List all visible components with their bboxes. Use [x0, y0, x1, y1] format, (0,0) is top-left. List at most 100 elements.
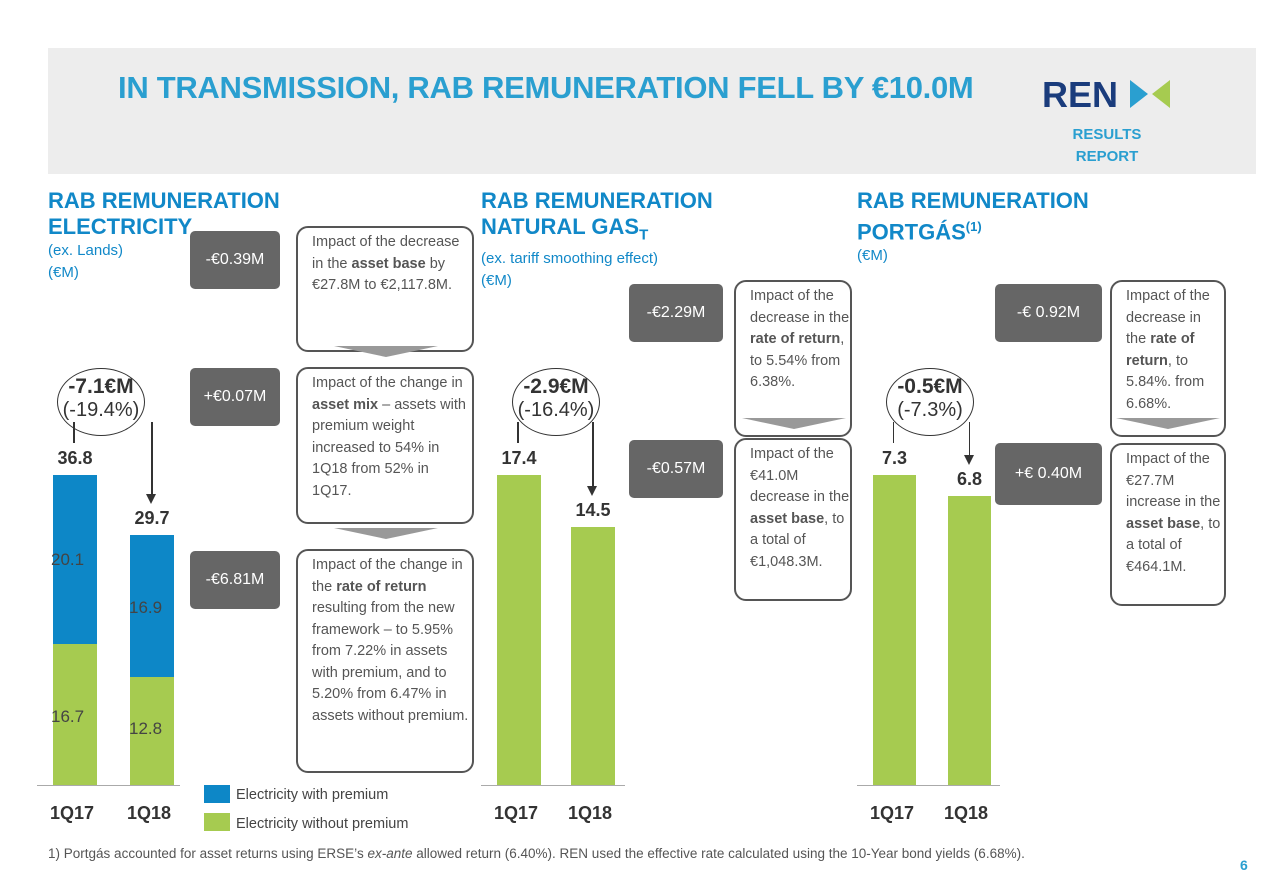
- bar-without-premium: [53, 644, 97, 785]
- section-gas-heading: RAB REMUNERATION NATURAL GAST (ex. tarif…: [481, 188, 713, 292]
- bar-total-label: 17.4: [501, 448, 537, 468]
- impact-text: – assets with premium weight increased t…: [312, 396, 466, 499]
- section-subtitle: (ex. tariff smoothing effect): [481, 250, 659, 268]
- connector-arrow-line: [968, 422, 970, 457]
- footnote-emphasis: ex-ante: [367, 846, 413, 861]
- bar: [948, 496, 991, 785]
- x-axis: [37, 785, 180, 786]
- page-number: 6: [1240, 857, 1248, 873]
- arrow-down-icon: [146, 493, 156, 504]
- impact-text: Impact of the change in: [312, 375, 463, 391]
- svg-text:REN: REN: [1042, 76, 1118, 112]
- flow-arrow-icon: [742, 418, 846, 429]
- impact-keyword: rate of return: [750, 331, 841, 347]
- section-electricity-heading: RAB REMUNERATION ELECTRICITY (ex. Lands)…: [48, 188, 280, 284]
- segment-value-label: 20.1: [51, 550, 85, 569]
- legend-label: Electricity without premium: [236, 816, 409, 832]
- impact-text: Impact of the decrease in the: [1126, 288, 1210, 347]
- impact-description-box: Impact of the €41.0M decrease in the ass…: [734, 438, 852, 601]
- impact-text: , to a total of €464.1M.: [1126, 515, 1221, 575]
- change-absolute: -7.1€M: [68, 375, 134, 398]
- section-unit: (€M): [48, 264, 79, 281]
- flow-arrow-icon: [1116, 418, 1220, 429]
- section-title: PORTGÁS: [857, 219, 966, 245]
- bar-total-label: 14.5: [575, 499, 611, 520]
- flow-arrow-icon: [334, 528, 438, 539]
- legend-label: Electricity with premium: [236, 787, 389, 803]
- impact-keyword: asset base: [1126, 515, 1201, 532]
- footnote-text: allowed return (6.40%). REN used the eff…: [412, 846, 1025, 861]
- change-oval: -2.9€M (-16.4%): [512, 368, 600, 436]
- change-oval: -7.1€M (-19.4%): [57, 368, 145, 436]
- results-label: RESULTS: [1072, 126, 1142, 143]
- header-band: [48, 48, 1256, 174]
- section-subtitle: (ex. Lands): [48, 242, 124, 259]
- impact-text: Impact of the €27.7M increase in the: [1126, 451, 1221, 510]
- x-axis: [481, 785, 625, 786]
- impact-value-badge: +€0.07M: [190, 368, 280, 426]
- impact-value-badge: +€ 0.40M: [995, 443, 1102, 505]
- bar-total-label: 7.3: [881, 448, 908, 468]
- bar-total-label: 29.7: [134, 507, 170, 528]
- impact-text: Impact of the decrease in the: [312, 234, 460, 272]
- bar-with-premium: [53, 475, 97, 645]
- x-tick-label: 1Q18: [127, 803, 172, 823]
- section-title: RAB REMUNERATION: [48, 188, 280, 213]
- impact-keyword: rate of return: [1126, 331, 1195, 369]
- impact-text: Impact of the change in the: [312, 557, 463, 595]
- impact-value-badge: -€2.29M: [629, 284, 723, 342]
- page-title: IN TRANSMISSION, RAB REMUNERATION FELL B…: [118, 70, 974, 105]
- bar: [873, 475, 916, 785]
- bar: [571, 526, 615, 785]
- change-oval: -0.5€M (-7.3%): [886, 368, 974, 436]
- segment-value-label: 12.8: [129, 719, 163, 739]
- impact-description-box: Impact of the decrease in the rate of re…: [734, 280, 852, 437]
- impact-value-badge: -€ 0.92M: [995, 284, 1102, 342]
- impact-text: Impact of the €41.0M decrease in the: [750, 446, 850, 505]
- impact-text: resulting from the new framework – to 5.…: [312, 600, 469, 724]
- x-axis: [857, 785, 1000, 786]
- bar: [497, 475, 541, 785]
- segment-value-label: 16.7: [51, 707, 85, 727]
- section-unit: (€M): [857, 247, 888, 265]
- ren-logo: REN: [1042, 74, 1172, 115]
- connector-line: [73, 422, 75, 443]
- bar-total-label: 36.8: [57, 448, 93, 468]
- arrow-down-icon: [587, 485, 597, 496]
- report-label: REPORT: [1075, 148, 1139, 165]
- section-unit: (€M): [481, 272, 512, 290]
- impact-value-badge: -€0.57M: [629, 440, 723, 498]
- connector-line: [892, 422, 894, 443]
- connector-arrow-line: [151, 422, 153, 495]
- impact-description-box: Impact of the change in the rate of retu…: [296, 549, 474, 773]
- connector-line: [517, 422, 519, 443]
- impact-text: , to a total of €1,048.3M.: [750, 510, 845, 570]
- impact-value-badge: -€6.81M: [190, 551, 280, 609]
- impact-description-box: Impact of the change in asset mix – asse…: [296, 367, 474, 524]
- x-tick-label: 1Q17: [870, 803, 915, 823]
- change-percent: (-7.3%): [897, 399, 963, 421]
- connector-arrow-line: [592, 422, 594, 487]
- legend-swatch-without-premium: [204, 813, 230, 831]
- x-tick-label: 1Q18: [944, 803, 989, 823]
- flow-arrow-icon: [334, 346, 438, 357]
- bar-without-premium: [130, 677, 174, 785]
- section-title: RAB REMUNERATION: [481, 188, 713, 213]
- section-title: RAB REMUNERATION: [857, 188, 1089, 213]
- section-title: NATURAL GAS: [481, 214, 640, 239]
- impact-keyword: asset base: [351, 255, 426, 272]
- legend-swatch-premium: [204, 785, 230, 803]
- impact-keyword: asset base: [750, 510, 825, 527]
- footnote: 1) Portgás accounted for asset returns u…: [48, 845, 1025, 862]
- x-tick-label: 1Q17: [494, 803, 539, 823]
- impact-description-box: Impact of the €27.7M increase in the ass…: [1110, 443, 1226, 606]
- impact-description-box: Impact of the decrease in the rate of re…: [1110, 280, 1226, 437]
- impact-text: , to 5.84%. from 6.68%.: [1126, 352, 1205, 412]
- footnote-text: Portgás accounted for asset returns usin…: [63, 846, 368, 861]
- impact-description-box: Impact of the decrease in the asset base…: [296, 226, 474, 352]
- change-absolute: -2.9€M: [523, 375, 589, 398]
- impact-text: , to 5.54% from 6.38%.: [750, 331, 845, 390]
- change-absolute: -0.5€M: [897, 375, 963, 398]
- bar-with-premium: [130, 534, 174, 678]
- segment-value-label: 16.9: [129, 597, 163, 617]
